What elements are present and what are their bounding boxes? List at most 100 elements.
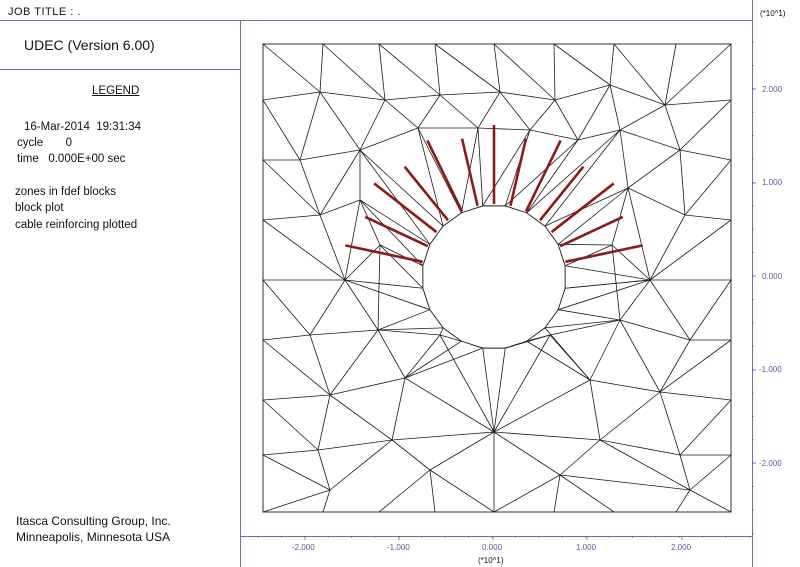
zone-edge [482,348,495,433]
zone-edge [377,329,406,379]
zone-edge [322,43,386,101]
zone-edge [309,329,379,336]
zone-edge [429,469,436,513]
cable-bolt [559,215,624,248]
zone-edge [379,244,424,289]
zone-edge [359,99,386,151]
zone-edge [649,279,691,341]
zone-edge [627,149,681,189]
zone-edge [526,129,621,214]
zone-edge [417,94,441,129]
date-time-row: 16-Mar-2014 19:31:34 [24,121,141,133]
zone-edge [439,327,444,336]
zone-edge [477,91,501,129]
cable-bolt [345,244,423,264]
zone-edge [262,99,301,161]
zone-edge [493,334,551,433]
zone-edge [619,319,661,393]
zone-edge [577,84,611,141]
zone-edge [526,340,591,381]
zone-edge [319,149,361,216]
zone-edge [377,309,430,331]
zone-edge [262,394,331,401]
zone-edge [262,219,346,281]
zone-edge [344,279,423,289]
zone-edge [359,199,431,245]
cable-bolt [538,165,585,222]
y-scale-note: (*10^1) [760,9,786,18]
zone-edge [329,377,406,396]
zone-edge [553,43,556,101]
x-tick-label: 0.000 [482,543,503,552]
zone-edge [689,489,732,513]
zone-edge [439,334,462,342]
zone-edge [379,244,424,267]
zone-edge [664,43,677,106]
frame-top-line [0,20,752,21]
zone-edge [329,439,393,491]
zone-edge [659,391,681,456]
zone-edge [493,431,601,441]
zone-edge [439,94,479,129]
frame-left-divider [240,20,241,567]
x-tick-label: 2.000 [671,543,692,552]
zone-edge [627,187,651,281]
company-location: Minneapolis, Minnesota USA [16,530,171,544]
zone-edge [529,99,556,131]
zone-edge [529,129,579,141]
zone-edge [679,149,686,216]
zone-edge [299,91,321,161]
zone-edge [559,474,691,491]
zone-edge [429,431,495,471]
zone-edge [564,244,613,267]
zone-edge [558,243,613,246]
zone-edge [262,454,331,491]
zone-edge [499,91,556,101]
zone-edge [429,469,495,513]
y-tick-label: 0.000 [762,272,783,281]
zone-edge [391,377,406,441]
zone-edge [619,129,629,189]
zone-edge [619,319,691,341]
zone-edge [378,469,431,513]
zone-edge [262,399,319,451]
time-value: 0.000E+00 sec [48,153,126,165]
zone-edge [439,91,501,96]
zone-edge [493,474,561,513]
zone-edge [391,431,495,441]
zone-edge [322,489,331,513]
zone-edge [559,439,601,476]
zone-edge [434,43,441,96]
zone-edge [559,474,615,513]
zone-edge [262,43,321,93]
zone-edge [262,159,321,216]
zone-edge [404,334,441,379]
zone-edge [493,379,591,433]
zone-edge [439,334,495,433]
cable-bolt [426,139,464,212]
zone-edge [404,377,495,433]
zone-edge [262,214,321,221]
cable-bolt [460,138,479,207]
zone-edge [649,214,686,281]
zone-edge [526,139,579,214]
company-name: Itasca Consulting Group, Inc. [16,514,171,528]
zone-edge [404,340,462,379]
clock-value: 19:31:34 [96,121,141,133]
zone-edge [609,84,666,106]
zone-edge [659,339,691,393]
zone-edge [684,159,732,216]
zone-mesh [262,43,732,513]
zone-edge [679,399,732,456]
zone-edge [344,279,430,311]
cable-bolt [403,165,450,222]
zone-edge [613,43,666,106]
zone-edge [619,104,666,131]
zone-edge [262,334,311,341]
zone-edge [599,391,661,441]
zone-edge [417,127,462,214]
zone-edge [544,327,591,381]
zone-edge [359,199,424,267]
axis-ticks [257,41,756,540]
